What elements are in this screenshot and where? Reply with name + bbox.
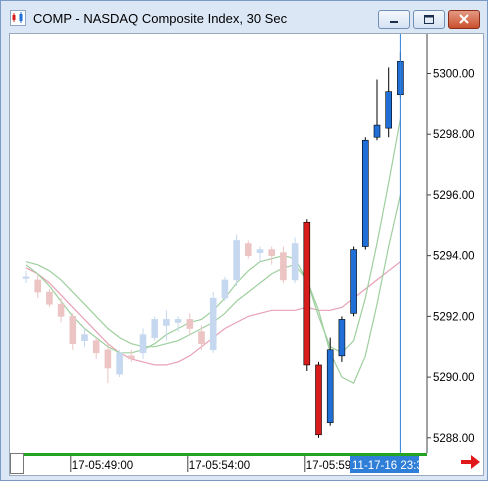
price-tick-label: 5298.00 <box>433 129 475 141</box>
candle-body <box>198 331 205 344</box>
candlestick[interactable] <box>34 273 42 299</box>
candle-body <box>128 355 135 360</box>
candlestick[interactable] <box>46 289 53 308</box>
minimize-button[interactable] <box>378 10 410 29</box>
restore-button[interactable] <box>413 10 445 29</box>
candlestick[interactable] <box>361 137 369 250</box>
candle-body <box>245 243 252 256</box>
candlestick[interactable] <box>139 328 147 359</box>
candle-body <box>303 221 311 366</box>
candlestick[interactable] <box>256 246 264 262</box>
candle-body <box>338 319 346 357</box>
time-tick-label: 17-05:54:00 <box>189 460 250 472</box>
restore-icon <box>424 15 434 24</box>
candlestick[interactable] <box>186 313 194 335</box>
price-tick-label: 5296.00 <box>433 190 475 202</box>
time-tick-label: 17-05:49:00 <box>72 460 133 472</box>
candle-body <box>373 124 381 138</box>
candlestick[interactable] <box>151 316 158 341</box>
candlestick[interactable] <box>209 292 217 353</box>
window-title: COMP - NASDAQ Composite Index, 30 Sec <box>33 11 288 26</box>
candle-body <box>34 279 42 293</box>
scroll-left-box[interactable] <box>10 453 24 474</box>
scroll-bar-track[interactable] <box>24 453 427 456</box>
candle-body <box>104 349 112 369</box>
candlestick[interactable] <box>280 246 287 283</box>
chart-area[interactable]: 5300.00 5298.00 5296.00 5294.00 5292.00 5290.… <box>9 33 484 476</box>
candle-body <box>326 349 334 423</box>
candlestick[interactable] <box>163 310 170 341</box>
candlestick[interactable] <box>104 343 112 384</box>
candlestick[interactable] <box>81 328 88 347</box>
candlestick[interactable] <box>92 337 100 359</box>
cursor-time-label-background <box>350 456 419 473</box>
candle-body <box>163 319 170 326</box>
candlestick[interactable] <box>245 240 252 259</box>
title-bar[interactable]: COMP - NASDAQ Composite Index, 30 Sec <box>1 1 487 33</box>
candlestick[interactable] <box>373 79 381 141</box>
candle-body <box>92 340 100 354</box>
candlestick[interactable] <box>268 246 276 265</box>
candlestick[interactable] <box>116 349 123 378</box>
candle-body <box>116 352 123 375</box>
candlestick[interactable] <box>22 270 30 283</box>
price-tick-label: 5288.00 <box>433 433 475 445</box>
candle-body <box>186 319 194 329</box>
close-icon <box>459 14 469 24</box>
candlestick[interactable] <box>221 276 229 302</box>
candle-body <box>221 279 229 299</box>
candle-body <box>268 249 276 256</box>
candlestick[interactable] <box>385 67 393 138</box>
price-tick-label: 5292.00 <box>433 311 475 323</box>
candle-body <box>291 243 299 281</box>
candle-body <box>69 316 77 344</box>
candle-body <box>81 334 88 341</box>
candle-body <box>57 303 65 317</box>
price-tick-label: 5300.00 <box>433 68 475 80</box>
candlestick[interactable] <box>198 325 205 350</box>
candle-body <box>139 334 147 354</box>
cursor-time-label: 11-17-16 23:34:00 <box>352 460 445 472</box>
price-axis-background <box>427 34 483 453</box>
minimize-icon <box>390 21 398 23</box>
candlestick[interactable] <box>57 298 65 323</box>
scroll-right-arrow-icon[interactable] <box>460 454 482 470</box>
candle-body <box>385 91 393 129</box>
candlestick[interactable] <box>338 316 346 362</box>
candle-body <box>151 319 158 338</box>
chart-app-icon <box>10 10 26 26</box>
candle-body <box>209 297 217 351</box>
candlestick[interactable] <box>69 313 77 350</box>
candlestick[interactable] <box>315 361 322 438</box>
candle-body <box>233 240 240 281</box>
candle-body <box>361 139 369 247</box>
candle-body <box>315 364 322 436</box>
candle-body <box>174 319 182 323</box>
candlestick[interactable] <box>128 349 135 362</box>
candlestick[interactable] <box>303 219 311 372</box>
close-button[interactable] <box>448 10 480 29</box>
candlestick[interactable] <box>233 234 240 287</box>
candle-body <box>46 291 53 305</box>
candle-body <box>280 252 287 281</box>
candlestick[interactable] <box>174 316 182 332</box>
candlestick-chart[interactable]: 5300.00 5298.00 5296.00 5294.00 5292.00 5290.… <box>10 34 483 475</box>
candlestick[interactable] <box>291 237 299 283</box>
candle-body <box>256 249 264 253</box>
candle-body <box>350 249 357 314</box>
candlestick[interactable] <box>350 246 357 317</box>
price-tick-label: 5294.00 <box>433 251 475 263</box>
candlestick[interactable] <box>326 337 334 426</box>
candle-body <box>22 276 30 279</box>
price-tick-label: 5290.00 <box>433 372 475 384</box>
